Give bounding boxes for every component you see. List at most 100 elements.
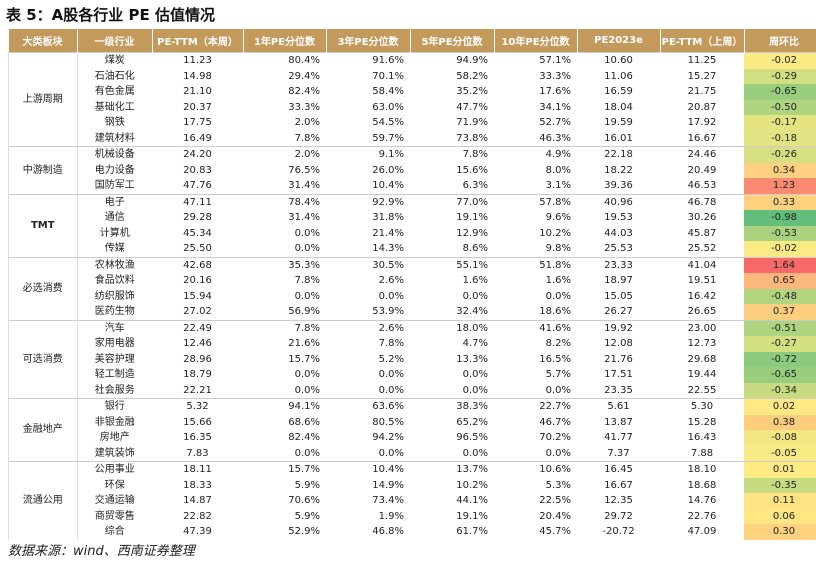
table-row: 电力设备 20.83 76.5% 26.0% 15.6% 8.0% 18.22 20.49 0.… [9, 162, 816, 179]
table-row: 计算机 45.34 0.0% 21.4% 12.9% 10.2% 44.03 45.87 -0.… [9, 225, 816, 241]
percentile-cell: 91.6% [326, 52, 410, 69]
percentile-cell: 70.1% [326, 69, 410, 85]
percentile-cell: 18.6% [494, 304, 577, 320]
percentile-cell: 61.7% [410, 524, 494, 540]
value-cell: 19.51 [687, 275, 717, 286]
value: 80.4% [288, 55, 320, 66]
value-cell: 15.27 [687, 70, 717, 82]
percentile-cell: 82.4% [243, 430, 326, 446]
percentile-cell: 10.4% [326, 461, 410, 478]
value: 46.3% [539, 132, 571, 144]
change-cell: -0.27 [744, 336, 816, 352]
value-cell: 14.98 [183, 70, 212, 82]
value: 7.8% [378, 338, 404, 349]
value-cell: 12.08 [604, 338, 633, 349]
value-cell: 7.88 [690, 447, 714, 459]
value-cell: 15.94 [183, 290, 212, 302]
percentile-cell: 71.9% [410, 115, 494, 131]
change-cell: 0.65 [744, 273, 816, 289]
value: 52.9% [288, 526, 320, 537]
percentile-cell: 1.6% [494, 273, 577, 289]
value: 4.7% [462, 338, 488, 349]
header-row: 大类板块 一级行业 PE-TTM（本周） 1年PE分位数 3年PE分位数 5年PE分位数 1… [8, 29, 816, 53]
percentile-cell: 80.5% [326, 415, 410, 431]
group-cell: 金融地产 [8, 398, 78, 462]
value: 68.6% [288, 416, 320, 428]
change-cell: -0.35 [744, 477, 816, 493]
percentile-cell: 94.9% [410, 52, 494, 69]
table-row: 有色金属 21.10 82.4% 58.4% 35.2% 17.6% 16.59 21.75 -… [9, 84, 816, 100]
value-cell: 5.30 [660, 398, 744, 415]
change-cell: -0.50 [744, 99, 816, 115]
value: 21.6% [288, 338, 320, 349]
percentile-cell: 51.8% [494, 256, 577, 273]
table-row: 综合 47.39 52.9% 46.8% 61.7% 45.7% -20.72 47.09 0.… [9, 524, 816, 540]
industry-cell: 公用事业 [77, 461, 152, 478]
value: 1.6% [545, 275, 571, 286]
value-cell: 19.44 [687, 369, 717, 380]
percentile-cell: 59.7% [326, 131, 410, 147]
value: 96.5% [456, 432, 488, 443]
value: 4.9% [545, 149, 571, 160]
value-cell: 16.35 [183, 432, 212, 443]
value: 15.6% [456, 164, 488, 176]
header-cell: 一级行业 [77, 29, 153, 53]
change-cell: -0.02 [744, 52, 816, 69]
change-cell: -0.08 [744, 430, 816, 446]
percentile-cell: 7.8% [243, 319, 326, 336]
percentile-cell: 31.4% [243, 178, 326, 194]
change-cell: -0.05 [744, 445, 816, 462]
industry-cell: 石油石化 [94, 70, 135, 82]
value: 94.1% [288, 401, 320, 412]
value-cell: 20.87 [687, 101, 717, 113]
value-cell: 21.75 [687, 86, 717, 97]
value: 16.5% [539, 353, 571, 365]
source: 数据来源：wind、西南证券整理 [8, 544, 195, 559]
percentile-cell: 0.0% [410, 289, 494, 305]
percentile-cell: 33.3% [494, 69, 577, 85]
industry-cell: 商贸零售 [94, 510, 135, 522]
value-cell: 12.35 [604, 495, 633, 506]
change-cell: 0.06 [744, 508, 816, 524]
value: 14.3% [372, 243, 404, 254]
percentile-cell: 2.0% [243, 115, 326, 131]
value-cell: 23.35 [604, 384, 633, 396]
percentile-cell: 1.9% [326, 509, 410, 525]
table-row: 传媒 25.50 0.0% 14.3% 8.6% 9.8% 25.53 25.52 -0.02 [9, 241, 816, 257]
industry-cell: 电子 [77, 193, 152, 210]
percentile-cell: 13.7% [410, 461, 494, 478]
value-cell: 42.68 [152, 256, 243, 273]
industry-cell: 银行 [77, 398, 152, 415]
value: 8.6% [462, 243, 488, 254]
change-cell: 0.01 [744, 461, 816, 478]
percentile-cell: 5.2% [326, 352, 410, 368]
value: 8.0% [545, 164, 571, 176]
industry-cell: 传媒 [104, 243, 125, 254]
value: 32.4% [456, 306, 488, 317]
percentile-cell: 15.6% [410, 163, 494, 179]
percentile-cell: 0.0% [326, 289, 410, 305]
industry-cell: 房地产 [99, 432, 130, 443]
value-cell: 41.04 [660, 256, 744, 273]
percentile-cell: 3.1% [494, 178, 577, 194]
value: 76.5% [288, 164, 320, 176]
value-cell: 11.06 [604, 70, 633, 82]
table-row: 医药生物 27.02 56.9% 53.9% 32.4% 18.6% 26.27 26.65 0… [9, 304, 816, 320]
value-cell: 20.16 [183, 275, 212, 286]
value-cell: 45.34 [183, 227, 212, 239]
value: 19.1% [456, 510, 488, 522]
value: 92.9% [372, 196, 404, 208]
value-cell: 47.76 [183, 180, 212, 191]
value: 9.8% [545, 243, 571, 254]
value: 10.4% [372, 464, 404, 475]
value: 94.2% [372, 432, 404, 443]
value: 44.1% [456, 495, 488, 506]
value: 18.6% [539, 306, 571, 317]
value: 35.3% [288, 259, 320, 271]
percentile-cell: 1.6% [410, 273, 494, 289]
change-cell: -0.72 [744, 351, 816, 367]
percentile-cell: 19.1% [410, 509, 494, 525]
percentile-cell: 31.8% [326, 210, 410, 226]
industry-cell: 社会服务 [94, 384, 135, 396]
